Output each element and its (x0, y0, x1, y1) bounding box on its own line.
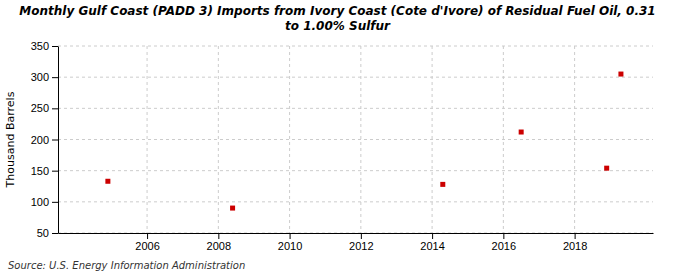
y-tick: 250 (31, 102, 58, 114)
point (440, 182, 445, 187)
y-tick: 300 (31, 71, 58, 83)
y-tick-mark (52, 233, 58, 234)
x-tick-mark (361, 233, 362, 239)
point (230, 206, 235, 211)
x-tick-label: 2014 (420, 240, 444, 252)
chart: Monthly Gulf Coast (PADD 3) Imports from… (0, 0, 675, 275)
grid (58, 46, 653, 233)
y-axis: 50 100 150 200 250 300 350 (31, 40, 59, 239)
y-tick-label: 100 (31, 196, 49, 208)
x-grid-line (218, 46, 219, 233)
y-tick: 200 (31, 134, 58, 146)
x-tick-mark (218, 233, 219, 239)
x-tick-label: 2018 (563, 240, 587, 252)
y-tick: 50 (37, 227, 58, 239)
x-tick-mark (432, 233, 433, 239)
point (604, 166, 609, 171)
title: Monthly Gulf Coast (PADD 3) Imports from… (19, 4, 655, 33)
y-tick-mark (52, 77, 58, 78)
x-tick-label: 2012 (349, 240, 373, 252)
y-grid-line (58, 46, 653, 47)
y-tick-label: 50 (37, 227, 49, 239)
y-tick: 350 (31, 40, 58, 52)
title-line: to 1.00% Sulfur (285, 19, 391, 33)
points (105, 72, 623, 211)
x-tick: 2010 (278, 233, 302, 252)
x-tick: 2012 (349, 233, 373, 252)
plot: 2006 2008 2010 2012 2014 2016 2018 50 100 150 200 2… (31, 40, 654, 252)
y-tick-label: 200 (31, 134, 49, 146)
point (618, 72, 623, 77)
y-tick-mark (52, 140, 58, 141)
y-tick-mark (52, 171, 58, 172)
y-tick-mark (52, 108, 58, 109)
y-axis-line (58, 47, 59, 234)
y-tick-mark (52, 202, 58, 203)
x-tick-mark (575, 233, 576, 239)
x-tick-label: 2010 (278, 240, 302, 252)
y-tick-label: 300 (31, 71, 49, 83)
x-tick: 2018 (563, 233, 587, 252)
x-grid-line (289, 46, 290, 233)
x-tick: 2014 (420, 233, 444, 252)
y-tick: 100 (31, 196, 58, 208)
y-tick-label: 150 (31, 165, 49, 177)
x-tick-mark (147, 233, 148, 239)
x-grid-line (147, 46, 148, 233)
point (519, 130, 524, 135)
y-tick: 150 (31, 165, 58, 177)
x-tick: 2006 (135, 233, 159, 252)
y-grid-line (58, 108, 653, 109)
point (105, 179, 110, 184)
x-tick: 2008 (207, 233, 231, 252)
x-tick-mark (290, 233, 291, 239)
x-tick-label: 2016 (492, 240, 516, 252)
y-grid-line (58, 170, 653, 171)
y-tick-mark (52, 46, 58, 47)
y-axis-title: Thousand Barrels (4, 91, 17, 188)
y-grid-line (58, 139, 653, 140)
x-tick: 2016 (492, 233, 516, 252)
y-tick-label: 350 (31, 40, 49, 52)
x-tick-mark (503, 233, 504, 239)
y-grid-line (58, 201, 653, 202)
x-tick-label: 2006 (135, 240, 159, 252)
y-grid-line (58, 77, 653, 78)
x-axis: 2006 2008 2010 2012 2014 2016 2018 (59, 233, 654, 252)
x-tick-label: 2008 (207, 240, 231, 252)
title-line: Monthly Gulf Coast (PADD 3) Imports from… (19, 4, 655, 18)
source: Source: U.S. Energy Information Administ… (8, 260, 245, 271)
y-tick-label: 250 (31, 102, 49, 114)
